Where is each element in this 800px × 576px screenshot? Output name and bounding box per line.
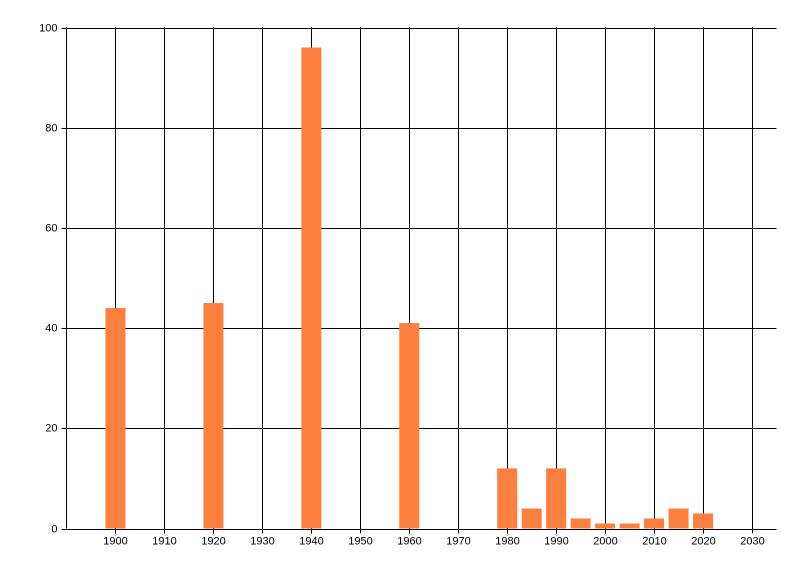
x-tick-label: 1970	[446, 535, 470, 547]
y-tick-label: 80	[45, 122, 57, 134]
x-tick-label: 1990	[544, 535, 568, 547]
bar	[693, 513, 714, 529]
bar	[301, 47, 322, 529]
x-tick-label: 1930	[250, 535, 274, 547]
x-tick-label: 1940	[299, 535, 323, 547]
bar	[619, 523, 640, 529]
x-tick-label: 1960	[397, 535, 421, 547]
bar	[203, 303, 224, 529]
bar	[497, 468, 518, 529]
bar	[399, 323, 420, 529]
y-tick-label: 40	[45, 322, 57, 334]
bar	[546, 468, 567, 529]
x-tick-label: 2030	[740, 535, 764, 547]
bar	[105, 308, 126, 529]
bar	[570, 518, 591, 529]
x-tick-label: 2000	[593, 535, 617, 547]
x-tick-label: 1920	[201, 535, 225, 547]
x-tick-label: 2010	[642, 535, 666, 547]
y-tick-label: 0	[51, 523, 57, 535]
y-tick-label: 100	[39, 22, 57, 34]
bar	[644, 518, 665, 529]
x-tick-label: 2020	[691, 535, 715, 547]
x-tick-label: 1900	[103, 535, 127, 547]
x-tick-label: 1910	[152, 535, 176, 547]
x-tick-label: 1980	[495, 535, 519, 547]
bar	[595, 523, 616, 529]
y-tick-label: 20	[45, 422, 57, 434]
y-tick-label: 60	[45, 222, 57, 234]
bar	[521, 508, 542, 529]
x-tick-label: 1950	[348, 535, 372, 547]
bar	[668, 508, 689, 529]
